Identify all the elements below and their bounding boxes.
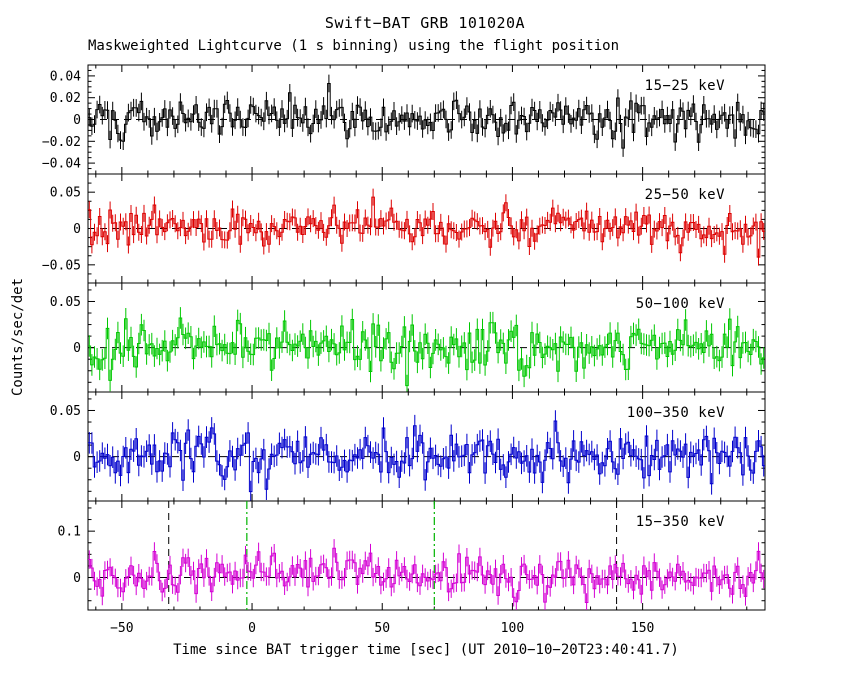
energy-band-label: 100−350 keV [627, 405, 725, 421]
y-tick-label: 0.05 [50, 186, 81, 201]
y-axis-title: Counts/sec/det [10, 278, 26, 396]
lightcurve-series [88, 83, 765, 149]
y-tick-label: 0 [73, 222, 81, 237]
y-tick-label: −0.04 [42, 157, 81, 172]
lightcurve-series [88, 196, 765, 258]
energy-band-label: 25−50 keV [645, 187, 725, 203]
lightcurve-series [88, 317, 765, 387]
x-tick-label: −50 [110, 621, 133, 636]
y-tick-label: 0 [73, 450, 81, 465]
panel-3: 0 0.05 100−350 keV [50, 391, 766, 502]
y-tick-label: −0.05 [42, 258, 81, 273]
panel-frame [87, 500, 766, 611]
x-tick-label: 150 [631, 621, 654, 636]
y-tick-label: 0.02 [50, 91, 81, 106]
y-tick-label: −0.02 [42, 135, 81, 150]
x-tick-label: 50 [374, 621, 390, 636]
panel-4: 0 0.1 15−350 keV [58, 500, 766, 611]
plot-subtitle: Maskweighted Lightcurve (1 s binning) us… [88, 38, 619, 54]
plot-title: Swift−BAT GRB 101020A [325, 14, 525, 32]
x-axis-title: Time since BAT trigger time [sec] (UT 20… [173, 642, 679, 658]
lightcurve-errorbars [88, 307, 765, 392]
panel-stack: −0.04 −0.02 0 0.02 0.04 15−25 keV −0.05 0 0.05 25… [42, 64, 766, 636]
y-tick-label: 0.1 [58, 525, 81, 540]
energy-band-label: 50−100 keV [636, 296, 725, 312]
lightcurve-series [88, 547, 765, 603]
y-tick-label: 0 [73, 341, 81, 356]
y-tick-label: 0.05 [50, 404, 81, 419]
panel-1: −0.05 0 0.05 25−50 keV [42, 173, 766, 284]
panel-2: 0 0.05 50−100 keV [50, 282, 766, 393]
energy-band-label: 15−25 keV [645, 78, 725, 94]
panel-0: −0.04 −0.02 0 0.02 0.04 15−25 keV [42, 64, 766, 175]
x-tick-label: 100 [501, 621, 524, 636]
x-tick-label: 0 [248, 621, 256, 636]
y-tick-label: 0.04 [50, 69, 81, 84]
lightcurve-series [88, 420, 765, 493]
y-tick-label: 0 [73, 113, 81, 128]
y-tick-label: 0.05 [50, 295, 81, 310]
energy-band-label: 15−350 keV [636, 514, 725, 530]
y-tick-label: 0 [73, 571, 81, 586]
